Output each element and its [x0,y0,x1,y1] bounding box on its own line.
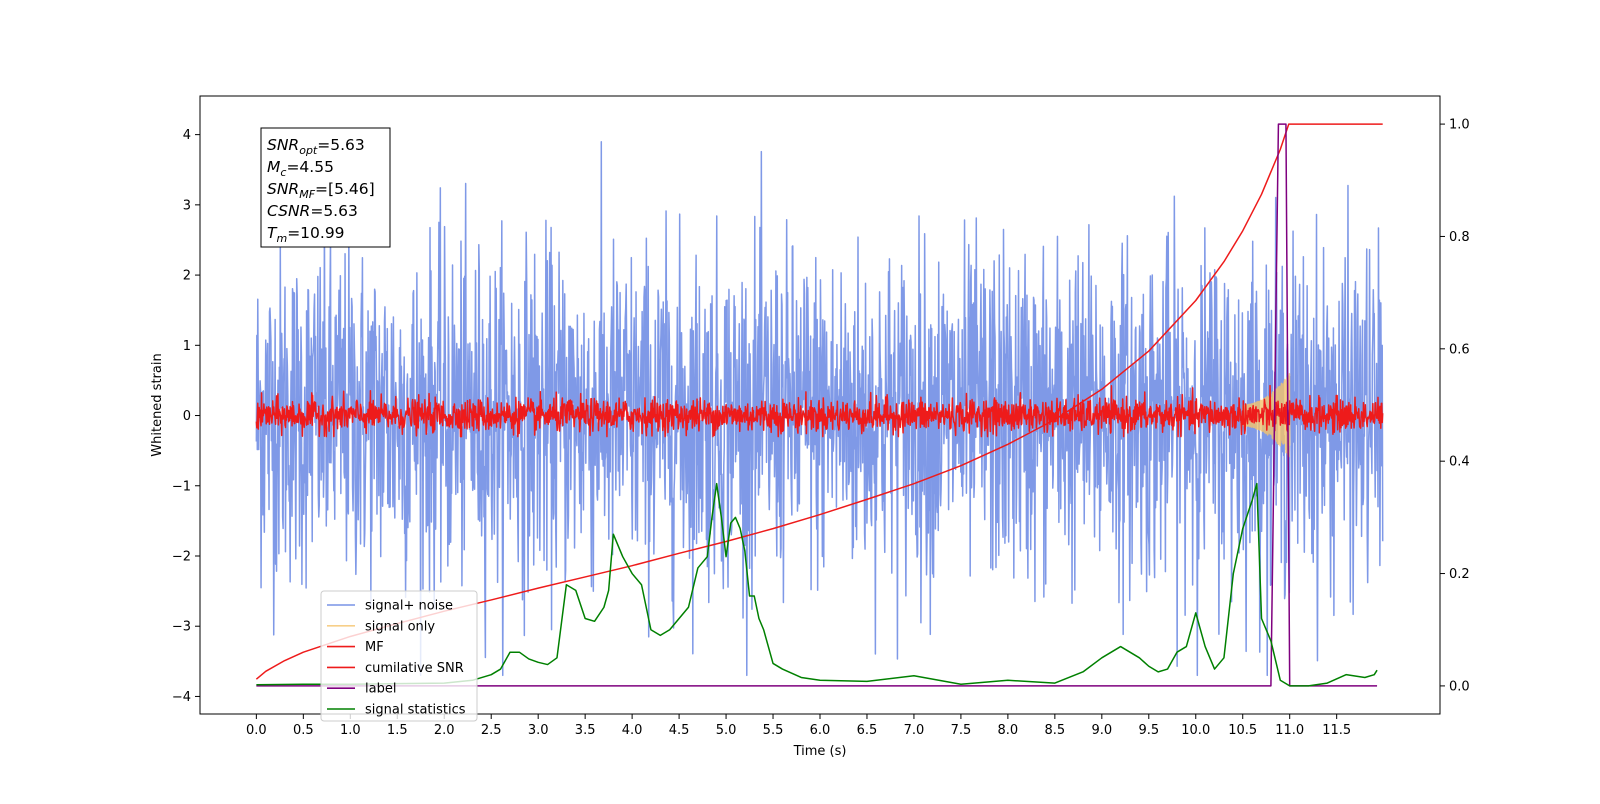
x-tick-label: 0.0 [246,723,267,738]
y-tick-label: −2 [172,549,191,564]
x-tick-label: 10.5 [1228,723,1257,738]
x-tick-label: 1.5 [387,723,408,738]
x-tick-label: 2.0 [434,723,455,738]
y-tick-label: 0 [183,409,191,424]
x-tick-label: 4.0 [622,723,643,738]
y-tick-label: −4 [172,690,191,705]
x-tick-label: 11.0 [1275,723,1304,738]
series-signal-statistics [256,482,1378,687]
x-tick-label: 4.5 [669,723,690,738]
legend-label: MF [365,640,384,655]
legend-label: label [365,682,396,697]
legend-label: signal+ noise [365,599,453,614]
x-tick-label: 3.0 [528,723,549,738]
y-tick-label: −1 [172,479,191,494]
y2-tick-label: 0.4 [1449,455,1470,470]
x-tick-label: 8.0 [998,723,1019,738]
x-tick-label: 5.5 [763,723,784,738]
series-mf [255,384,1384,438]
legend-label: cumilative SNR [365,661,464,676]
x-tick-label: 11.5 [1322,723,1351,738]
x-tick-label: 5.0 [716,723,737,738]
x-tick-label: 7.5 [951,723,972,738]
x-tick-label: 1.0 [340,723,361,738]
annotation-line: SNRMF=[5.46] [267,180,375,201]
x-tick-label: 9.0 [1091,723,1112,738]
y2-tick-label: 1.0 [1449,118,1470,133]
y2-tick-label: 0.6 [1449,342,1470,357]
y-tick-label: −3 [172,620,191,635]
y2-tick-label: 0.2 [1449,567,1470,582]
legend-frame [320,590,478,722]
x-tick-label: 7.0 [904,723,925,738]
annotation-line: SNRopt=5.63 [267,136,365,157]
annotation-line: Mc=4.55 [267,158,334,179]
y2-tick-label: 0.0 [1449,679,1470,694]
x-tick-label: 6.5 [857,723,878,738]
series-signal-noise [255,140,1384,677]
y-tick-label: 1 [183,339,191,354]
x-tick-label: 2.5 [481,723,502,738]
y-tick-label: 4 [183,128,191,143]
x-tick-label: 0.5 [293,723,314,738]
x-tick-label: 6.0 [810,723,831,738]
x-tick-label: 3.5 [575,723,596,738]
y-tick-label: 2 [183,269,191,284]
annotation-frame [260,127,391,248]
annotation-line: CSNR=5.63 [267,202,358,220]
y-axis-label: Whitened strain [150,353,165,456]
x-tick-label: 8.5 [1045,723,1066,738]
y-tick-label: 3 [183,198,191,213]
axes: 0.0 0.5 1.0 1.5 2.0 2.5 3.0 3.5 4.0 4.5 5.0 5.5 6.0 6… [150,95,1470,759]
x-tick-label: 9.5 [1138,723,1159,738]
legend: signal+ noise signal only MF cumilative SNR… [320,590,478,722]
x-axis-label: Time (s) [793,744,847,759]
annotation-line: Tm=10.99 [267,224,345,245]
y2-tick-label: 0.8 [1449,230,1470,245]
legend-label: signal only [365,619,435,634]
legend-label: signal statistics [365,703,466,718]
x-tick-label: 10.0 [1181,723,1210,738]
